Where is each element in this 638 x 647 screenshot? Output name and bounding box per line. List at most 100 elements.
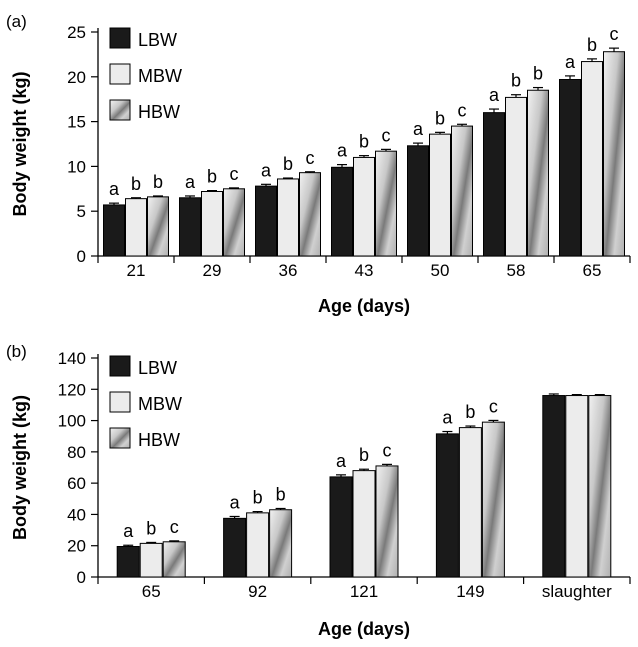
bar-hbw — [375, 465, 399, 578]
bar-hbw — [299, 172, 321, 257]
significance-label: b — [131, 174, 141, 194]
significance-label: a — [442, 408, 453, 428]
legend: LBW MBW HBW — [109, 27, 182, 122]
bar-lbw — [542, 395, 566, 578]
significance-label: a — [337, 141, 348, 161]
x-axis-title: Age (days) — [318, 296, 410, 316]
bar-hbw — [588, 395, 612, 578]
bar-lbw — [329, 476, 353, 578]
significance-label: a — [336, 451, 347, 471]
legend-swatch-hbw — [109, 99, 131, 121]
y-tick-label: 20 — [67, 68, 86, 87]
bar-mbw — [505, 96, 527, 257]
bar-mbw — [277, 178, 299, 257]
significance-label: b — [146, 518, 156, 538]
y-tick-label: 140 — [58, 349, 86, 368]
x-tick-label: 65 — [583, 261, 602, 280]
panel-label: (b) — [6, 342, 27, 361]
significance-label: b — [276, 484, 286, 504]
significance-label: b — [587, 35, 597, 55]
significance-label: c — [306, 148, 315, 168]
x-tick-label: 29 — [203, 261, 222, 280]
significance-label: c — [170, 517, 179, 537]
y-tick-label: 120 — [58, 380, 86, 399]
x-tick-label: 21 — [127, 261, 146, 280]
y-tick-label: 0 — [77, 568, 86, 587]
panel-label: (a) — [6, 12, 27, 31]
significance-label: a — [261, 160, 272, 180]
bar-mbw — [429, 133, 451, 257]
y-tick-label: 15 — [67, 113, 86, 132]
bar-lbw — [179, 197, 201, 257]
x-tick-label: 65 — [142, 582, 161, 601]
bar-mbw — [458, 427, 482, 578]
significance-label: b — [435, 108, 445, 128]
bar-hbw — [481, 421, 505, 578]
legend-label: MBW — [138, 66, 182, 86]
bar-mbw — [353, 156, 375, 257]
bar-lbw — [116, 545, 140, 578]
significance-label: b — [465, 402, 475, 422]
legend-swatch-mbw — [109, 63, 131, 85]
bar-lbw — [103, 204, 125, 257]
y-tick-label: 60 — [67, 474, 86, 493]
significance-label: b — [359, 132, 369, 152]
significance-label: c — [458, 100, 467, 120]
significance-label: a — [185, 172, 196, 192]
significance-label: b — [283, 154, 293, 174]
significance-label: b — [153, 172, 163, 192]
x-axis-title: Age (days) — [318, 619, 410, 639]
legend-label: MBW — [138, 394, 182, 414]
x-tick-label: 121 — [350, 582, 378, 601]
significance-label: a — [109, 179, 120, 199]
bar-hbw — [603, 51, 625, 257]
bar-hbw — [223, 188, 245, 257]
significance-label: a — [489, 85, 500, 105]
significance-label: b — [253, 488, 263, 508]
bar-lbw — [407, 145, 429, 257]
bar-mbw — [581, 61, 603, 257]
significance-label: b — [359, 445, 369, 465]
bar-hbw — [269, 509, 293, 578]
bar-lbw — [331, 166, 353, 257]
bar-mbw — [565, 395, 589, 578]
bar-mbw — [352, 470, 376, 578]
bar-hbw — [147, 196, 169, 257]
x-tick-label: 58 — [507, 261, 526, 280]
x-tick-label: 92 — [248, 582, 267, 601]
bar-lbw — [435, 433, 459, 578]
significance-label: b — [533, 64, 543, 84]
x-tick-label: 36 — [279, 261, 298, 280]
significance-label: c — [382, 125, 391, 145]
bar-hbw — [527, 89, 549, 257]
x-tick-label: slaughter — [542, 582, 612, 601]
bar-lbw — [223, 517, 247, 578]
significance-label: c — [610, 24, 619, 44]
bar-hbw — [451, 125, 473, 257]
significance-label: b — [207, 167, 217, 187]
significance-label: a — [123, 521, 134, 541]
significance-label: b — [511, 71, 521, 91]
y-tick-label: 0 — [77, 247, 86, 266]
y-tick-label: 100 — [58, 412, 86, 431]
bar-hbw — [162, 541, 186, 578]
bar-mbw — [125, 198, 147, 257]
significance-label: c — [230, 164, 239, 184]
legend: LBW MBW HBW — [109, 355, 182, 450]
significance-label: a — [230, 492, 241, 512]
x-tick-label: 149 — [456, 582, 484, 601]
y-tick-label: 20 — [67, 537, 86, 556]
y-tick-label: 40 — [67, 505, 86, 524]
legend-label: LBW — [138, 358, 177, 378]
bar-mbw — [201, 190, 223, 257]
x-tick-label: 43 — [355, 261, 374, 280]
x-tick-label: 50 — [431, 261, 450, 280]
y-tick-label: 80 — [67, 443, 86, 462]
legend-label: HBW — [138, 430, 180, 450]
bar-lbw — [483, 112, 505, 257]
bar-lbw — [559, 78, 581, 257]
y-axis-title: Body weight (kg) — [10, 395, 30, 540]
legend-swatch-hbw — [109, 427, 131, 449]
legend-label: LBW — [138, 30, 177, 50]
